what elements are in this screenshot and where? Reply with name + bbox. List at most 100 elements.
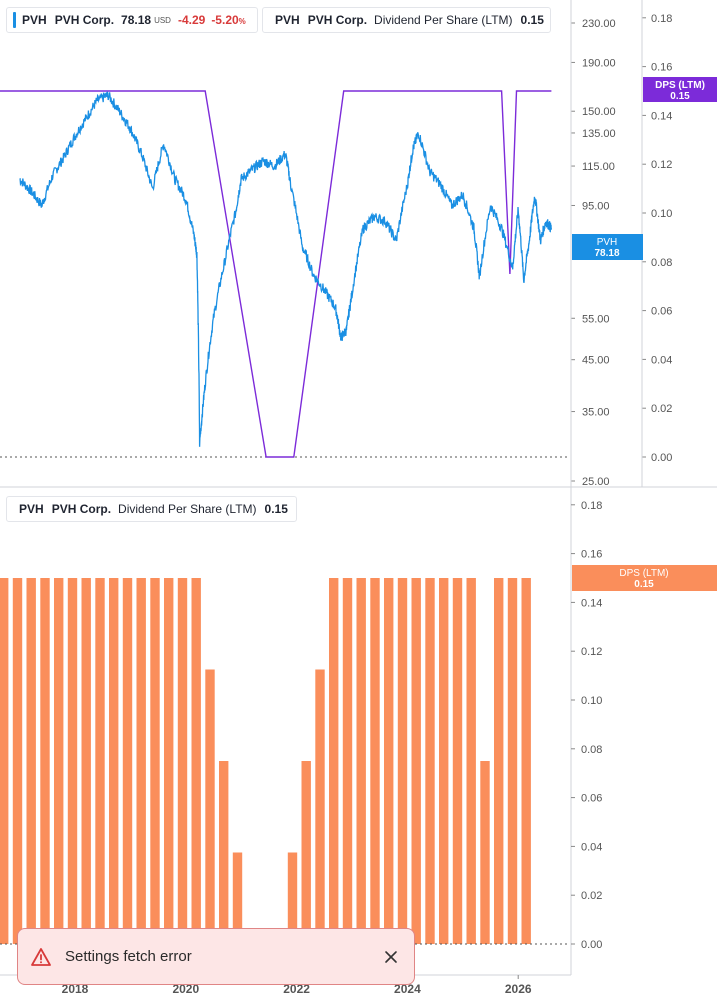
- error-toast: Settings fetch error: [17, 928, 415, 985]
- dps-bar[interactable]: [150, 578, 160, 944]
- dps-legend-bottom-value: 0.15: [264, 502, 288, 516]
- dps-axis-top-tick: 0.18: [651, 13, 672, 25]
- dps-bar[interactable]: [26, 578, 36, 944]
- dps-legend-bottom-symbol: PVH: [19, 502, 44, 516]
- dps-legend-top[interactable]: PVH PVH Corp. Dividend Per Share (LTM) 0…: [262, 7, 551, 33]
- dps-axis-bottom-tick: 0.04: [581, 841, 602, 853]
- dps-bar[interactable]: [301, 761, 311, 944]
- dps-axis-top-tick: 0.10: [651, 208, 672, 220]
- dps-bar[interactable]: [356, 578, 366, 944]
- dps-bar[interactable]: [191, 578, 201, 944]
- dps-badge-bottom: DPS (LTM) 0.15: [572, 565, 717, 591]
- price-axis-tick: 135.00: [582, 128, 616, 140]
- dps-bar[interactable]: [40, 578, 50, 944]
- x-axis-tick: 2018: [62, 982, 89, 996]
- dps-bar[interactable]: [425, 578, 435, 944]
- dps-bar[interactable]: [12, 578, 23, 944]
- price-badge: PVH 78.18: [572, 234, 643, 260]
- dps-axis-bottom-tick: 0.08: [581, 744, 602, 756]
- x-axis-tick: 2020: [172, 982, 199, 996]
- price-axis-tick: 25.00: [582, 476, 610, 488]
- dps-bar[interactable]: [329, 578, 339, 944]
- warning-icon: [31, 947, 51, 966]
- dps-axis-bottom-tick: 0.10: [581, 695, 602, 707]
- dps-legend-top-value: 0.15: [520, 13, 544, 27]
- dps-axis-top-tick: 0.04: [651, 354, 672, 366]
- price-legend-name: PVH Corp.: [54, 13, 115, 27]
- price-legend-pct-sign: %: [238, 17, 246, 26]
- price-legend-pct-value: -5.20: [211, 13, 239, 27]
- price-badge-value: 78.18: [594, 248, 619, 259]
- price-axis: 230.00 190.00 150.00 135.00 115.00 95.00 55.00…: [571, 18, 616, 488]
- dps-axis-bottom-tick: 0.14: [581, 597, 602, 609]
- dps-axis-top-tick: 0.00: [651, 452, 672, 464]
- dps-bar[interactable]: [95, 578, 105, 944]
- price-panel[interactable]: 230.00 190.00 150.00 135.00 115.00 95.00 55.00…: [0, 13, 672, 488]
- dps-legend-top-metric: Dividend Per Share (LTM): [374, 13, 513, 27]
- dps-bar[interactable]: [219, 761, 229, 944]
- dps-bar[interactable]: [0, 578, 9, 944]
- x-axis-tick: 2024: [394, 982, 421, 996]
- dps-bar[interactable]: [177, 578, 188, 944]
- dps-bar[interactable]: [122, 578, 133, 944]
- dps-bar[interactable]: [315, 669, 325, 945]
- dps-bar[interactable]: [109, 578, 119, 944]
- dps-bar[interactable]: [342, 578, 353, 944]
- price-legend-swatch: [13, 12, 16, 28]
- dps-badge-top: DPS (LTM) 0.15: [643, 77, 717, 102]
- toast-message: Settings fetch error: [65, 948, 192, 965]
- dps-axis-top-tick: 0.08: [651, 257, 672, 269]
- dps-bar[interactable]: [287, 852, 298, 945]
- dps-bar[interactable]: [384, 578, 394, 944]
- price-legend-currency: USD: [154, 15, 171, 25]
- dps-bar[interactable]: [411, 578, 421, 944]
- dps-series-line: [0, 90, 552, 458]
- dps-legend-top-name: PVH Corp.: [307, 13, 368, 27]
- x-axis-tick: 2022: [283, 982, 310, 996]
- dps-axis-bottom-tick: 0.16: [581, 549, 602, 561]
- dps-bar[interactable]: [507, 578, 518, 944]
- dps-legend-top-symbol: PVH: [275, 13, 300, 27]
- dps-bar[interactable]: [466, 578, 476, 944]
- close-icon[interactable]: [384, 950, 398, 964]
- price-legend[interactable]: PVH PVH Corp. 78.18 USD -4.29 -5.20%: [6, 7, 258, 33]
- price-axis-tick: 190.00: [582, 57, 616, 69]
- dps-bar[interactable]: [521, 578, 531, 944]
- dps-axis-top-tick: 0.02: [651, 403, 672, 415]
- dps-axis-top: 0.18 0.16 0.14 0.12 0.10 0.08 0.06 0.04 0.02 0.00: [642, 13, 672, 464]
- dps-bar[interactable]: [494, 578, 504, 944]
- dps-bar[interactable]: [67, 578, 78, 944]
- dps-bar[interactable]: [136, 578, 146, 944]
- dps-axis-top-tick: 0.14: [651, 110, 672, 122]
- dps-bar[interactable]: [81, 578, 91, 944]
- dps-bar[interactable]: [54, 578, 64, 944]
- dps-axis-bottom-tick: 0.06: [581, 793, 602, 805]
- dps-bar[interactable]: [452, 578, 463, 944]
- price-legend-symbol: PVH: [22, 13, 47, 27]
- dps-axis-bottom-tick: 0.00: [581, 939, 602, 951]
- dps-bar[interactable]: [480, 761, 490, 944]
- price-axis-tick: 115.00: [582, 161, 615, 173]
- dps-axis-bottom: 0.18 0.16 0.14 0.12 0.10 0.08 0.06 0.04 0.02 0.00: [571, 500, 602, 951]
- dps-bar[interactable]: [370, 578, 380, 944]
- dps-panel[interactable]: 0.18 0.16 0.14 0.12 0.10 0.08 0.06 0.04 0.02 0.00…: [0, 500, 602, 996]
- price-badge-label: PVH: [597, 237, 618, 248]
- price-series-line: [19, 91, 553, 447]
- dps-axis-top-tick: 0.12: [651, 159, 672, 171]
- price-axis-tick: 230.00: [582, 18, 616, 30]
- dps-bar[interactable]: [205, 669, 215, 945]
- dps-bar[interactable]: [232, 852, 243, 945]
- price-legend-value: 78.18: [121, 13, 152, 27]
- dps-axis-bottom-tick: 0.18: [581, 500, 602, 512]
- dps-legend-bottom[interactable]: PVH PVH Corp. Dividend Per Share (LTM) 0…: [6, 496, 297, 522]
- dps-axis-top-tick: 0.06: [651, 306, 672, 318]
- dps-badge-bottom-label: DPS (LTM): [619, 568, 668, 579]
- dps-bar[interactable]: [397, 578, 408, 944]
- dps-bar[interactable]: [439, 578, 449, 944]
- dps-axis-bottom-tick: 0.02: [581, 890, 602, 902]
- dps-legend-bottom-metric: Dividend Per Share (LTM): [118, 502, 257, 516]
- dps-bar[interactable]: [164, 578, 174, 944]
- price-legend-change: -4.29: [177, 13, 206, 27]
- price-axis-tick: 45.00: [582, 355, 610, 367]
